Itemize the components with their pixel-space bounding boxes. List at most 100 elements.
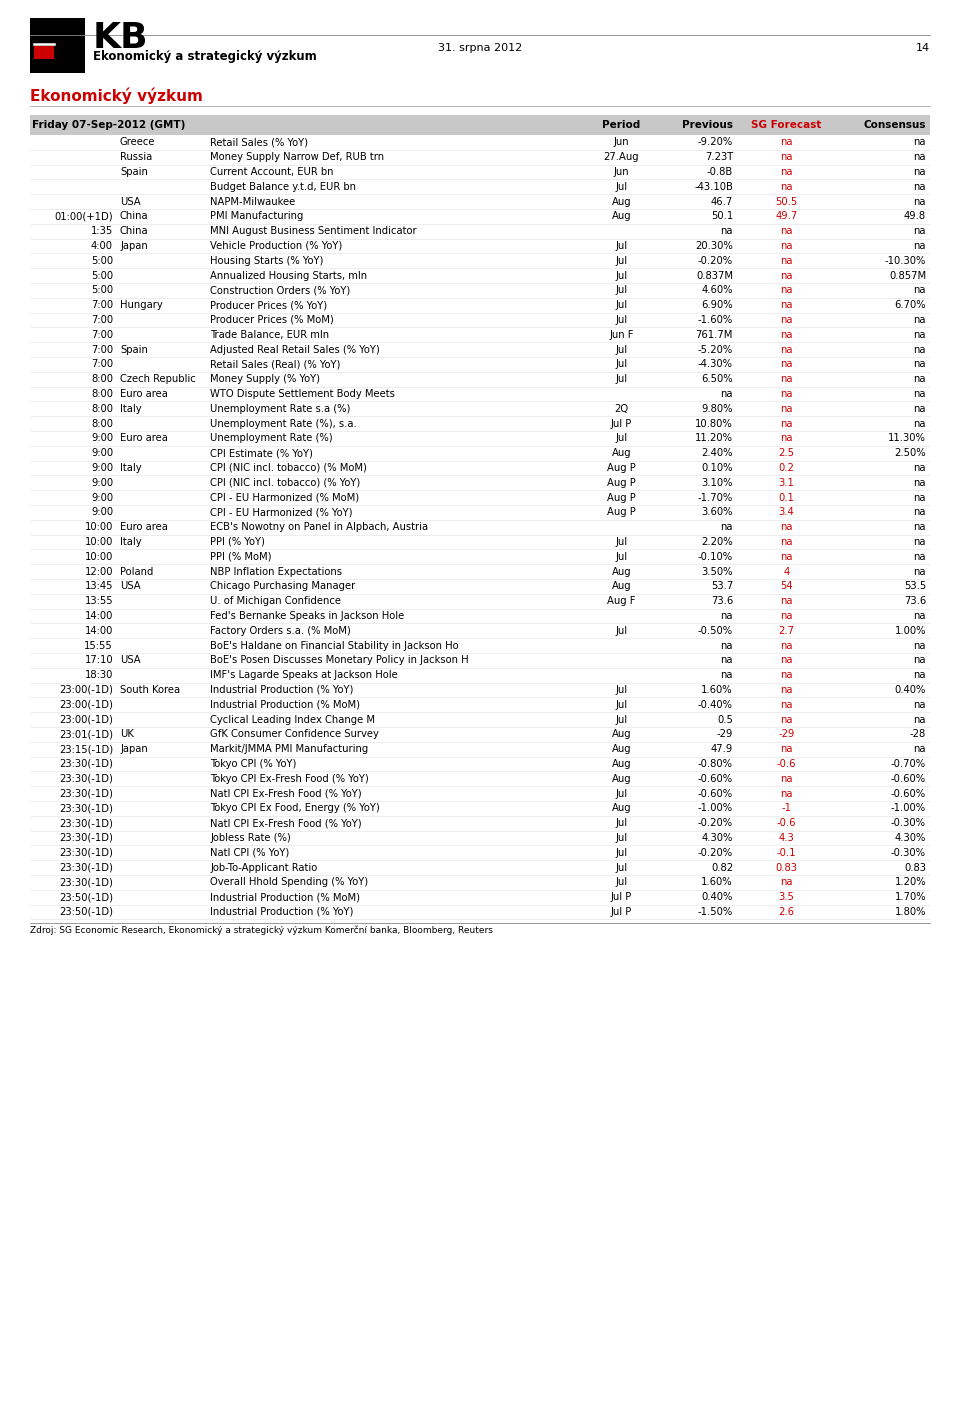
Text: Aug P: Aug P bbox=[607, 492, 636, 502]
Text: Jul: Jul bbox=[615, 685, 628, 695]
Text: Jul: Jul bbox=[615, 848, 628, 857]
Text: 23:30(-1D): 23:30(-1D) bbox=[60, 848, 113, 857]
Text: na: na bbox=[780, 789, 793, 799]
Text: Jul: Jul bbox=[615, 434, 628, 444]
Text: 8:00: 8:00 bbox=[91, 404, 113, 414]
Text: na: na bbox=[780, 700, 793, 710]
Text: na: na bbox=[914, 390, 926, 400]
Text: na: na bbox=[914, 374, 926, 384]
Text: PMI Manufacturing: PMI Manufacturing bbox=[210, 212, 303, 222]
Text: 5:00: 5:00 bbox=[91, 286, 113, 296]
Text: Jun: Jun bbox=[613, 138, 630, 148]
Text: 7:00: 7:00 bbox=[91, 330, 113, 340]
Text: 7:00: 7:00 bbox=[91, 316, 113, 326]
Text: Job-To-Applicant Ratio: Job-To-Applicant Ratio bbox=[210, 863, 317, 873]
Text: Vehicle Production (% YoY): Vehicle Production (% YoY) bbox=[210, 240, 343, 252]
Text: na: na bbox=[914, 656, 926, 665]
Text: -9.20%: -9.20% bbox=[698, 138, 733, 148]
Text: 3.5: 3.5 bbox=[779, 892, 795, 902]
Text: na: na bbox=[914, 166, 926, 176]
Text: 23:00(-1D): 23:00(-1D) bbox=[60, 715, 113, 725]
Text: -1.00%: -1.00% bbox=[698, 803, 733, 813]
Text: na: na bbox=[721, 611, 733, 621]
Text: 1.60%: 1.60% bbox=[702, 877, 733, 887]
Text: 3.50%: 3.50% bbox=[702, 566, 733, 576]
Text: Overall Hhold Spending (% YoY): Overall Hhold Spending (% YoY) bbox=[210, 877, 368, 887]
Text: Previous: Previous bbox=[682, 119, 733, 129]
Text: 7:00: 7:00 bbox=[91, 344, 113, 354]
Text: Construction Orders (% YoY): Construction Orders (% YoY) bbox=[210, 286, 350, 296]
Text: na: na bbox=[914, 464, 926, 474]
Text: na: na bbox=[914, 138, 926, 148]
Text: 23:30(-1D): 23:30(-1D) bbox=[60, 833, 113, 843]
Text: 4.60%: 4.60% bbox=[702, 286, 733, 296]
Text: GfK Consumer Confidence Survey: GfK Consumer Confidence Survey bbox=[210, 729, 379, 739]
Text: 13:45: 13:45 bbox=[84, 582, 113, 592]
Text: na: na bbox=[780, 344, 793, 354]
Text: Jul: Jul bbox=[615, 316, 628, 326]
Text: 14:00: 14:00 bbox=[84, 626, 113, 636]
Text: -0.80%: -0.80% bbox=[698, 759, 733, 769]
Text: Jul: Jul bbox=[615, 833, 628, 843]
Text: Euro area: Euro area bbox=[120, 522, 168, 532]
Text: na: na bbox=[780, 166, 793, 176]
Text: na: na bbox=[914, 492, 926, 502]
Text: 2.40%: 2.40% bbox=[702, 448, 733, 458]
Text: na: na bbox=[914, 418, 926, 428]
Text: 15:55: 15:55 bbox=[84, 640, 113, 651]
Text: -0.6: -0.6 bbox=[777, 759, 796, 769]
Text: 23:30(-1D): 23:30(-1D) bbox=[60, 789, 113, 799]
Text: na: na bbox=[780, 538, 793, 547]
Text: na: na bbox=[780, 300, 793, 310]
Text: Spain: Spain bbox=[120, 344, 148, 354]
Text: USA: USA bbox=[120, 656, 140, 665]
Text: 3.1: 3.1 bbox=[779, 478, 795, 488]
Text: 6.90%: 6.90% bbox=[702, 300, 733, 310]
Text: na: na bbox=[780, 286, 793, 296]
Text: na: na bbox=[914, 286, 926, 296]
Text: 2.6: 2.6 bbox=[779, 907, 795, 917]
Text: Consensus: Consensus bbox=[863, 119, 926, 129]
Bar bbox=[34, 46, 54, 58]
Text: Tokyo CPI (% YoY): Tokyo CPI (% YoY) bbox=[210, 759, 297, 769]
Text: China: China bbox=[120, 226, 149, 236]
Text: 11.20%: 11.20% bbox=[695, 434, 733, 444]
Text: 4:00: 4:00 bbox=[91, 240, 113, 252]
Text: 12:00: 12:00 bbox=[84, 566, 113, 576]
Text: 73.6: 73.6 bbox=[903, 596, 926, 606]
Text: 0.857M: 0.857M bbox=[889, 270, 926, 280]
Text: Jul: Jul bbox=[615, 538, 628, 547]
Text: 9:00: 9:00 bbox=[91, 448, 113, 458]
Text: na: na bbox=[914, 478, 926, 488]
Text: 23:15(-1D): 23:15(-1D) bbox=[59, 744, 113, 754]
Text: 23:30(-1D): 23:30(-1D) bbox=[60, 877, 113, 887]
Text: Natl CPI (% YoY): Natl CPI (% YoY) bbox=[210, 848, 289, 857]
Text: -0.20%: -0.20% bbox=[698, 848, 733, 857]
Text: Natl CPI Ex-Fresh Food (% YoY): Natl CPI Ex-Fresh Food (% YoY) bbox=[210, 789, 362, 799]
Text: Natl CPI Ex-Fresh Food (% YoY): Natl CPI Ex-Fresh Food (% YoY) bbox=[210, 818, 362, 828]
Text: na: na bbox=[780, 404, 793, 414]
Text: Spain: Spain bbox=[120, 166, 148, 176]
Text: Tokyo CPI Ex-Fresh Food (% YoY): Tokyo CPI Ex-Fresh Food (% YoY) bbox=[210, 774, 369, 784]
Text: Retail Sales (% YoY): Retail Sales (% YoY) bbox=[210, 138, 308, 148]
Text: Jul: Jul bbox=[615, 552, 628, 562]
Text: China: China bbox=[120, 212, 149, 222]
Text: Italy: Italy bbox=[120, 538, 142, 547]
Text: Ekonomický výzkum: Ekonomický výzkum bbox=[30, 88, 203, 104]
Text: Retail Sales (Real) (% YoY): Retail Sales (Real) (% YoY) bbox=[210, 360, 341, 370]
Text: na: na bbox=[914, 226, 926, 236]
Text: 1.00%: 1.00% bbox=[895, 626, 926, 636]
Text: na: na bbox=[780, 390, 793, 400]
Text: 1:35: 1:35 bbox=[91, 226, 113, 236]
Text: 73.6: 73.6 bbox=[710, 596, 733, 606]
Text: -5.20%: -5.20% bbox=[698, 344, 733, 354]
Text: Italy: Italy bbox=[120, 464, 142, 474]
Text: Jun: Jun bbox=[613, 166, 630, 176]
Text: 53.5: 53.5 bbox=[903, 582, 926, 592]
Text: 8:00: 8:00 bbox=[91, 418, 113, 428]
Text: na: na bbox=[721, 640, 733, 651]
Text: na: na bbox=[780, 374, 793, 384]
Text: Jul: Jul bbox=[615, 374, 628, 384]
Text: Japan: Japan bbox=[120, 744, 148, 754]
Text: 10:00: 10:00 bbox=[84, 522, 113, 532]
